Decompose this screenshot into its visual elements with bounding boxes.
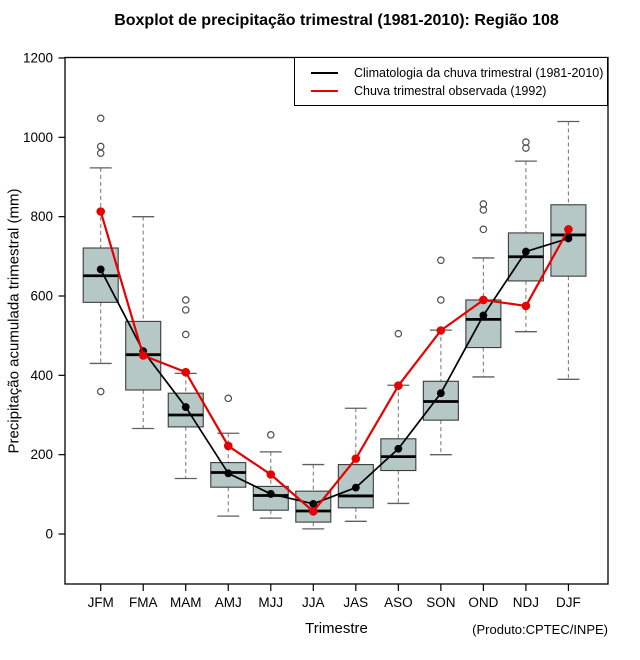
series-point bbox=[224, 469, 233, 478]
series-point bbox=[436, 389, 445, 398]
x-tick-label: ASO bbox=[384, 595, 413, 610]
series-point bbox=[309, 507, 318, 516]
x-tick-label: MJJ bbox=[258, 595, 283, 610]
series-point bbox=[351, 454, 361, 463]
y-tick-label: 600 bbox=[30, 289, 53, 304]
plot-frame bbox=[64, 56, 609, 585]
outlier-point bbox=[522, 144, 530, 152]
x-tick-label: SON bbox=[426, 595, 455, 610]
boxplot-OND bbox=[465, 200, 502, 378]
y-tick-label: 1000 bbox=[23, 130, 53, 145]
series-point bbox=[96, 207, 105, 216]
series-point bbox=[522, 247, 530, 256]
legend: Climatologia da chuva trimestral (1981-2… bbox=[294, 57, 608, 106]
climatology-series bbox=[96, 234, 573, 508]
outlier-point bbox=[479, 225, 488, 234]
boxplot-FMA bbox=[125, 216, 162, 430]
boxplot-JAS bbox=[337, 407, 374, 522]
series-point bbox=[394, 444, 403, 453]
iqr-box bbox=[210, 462, 247, 488]
x-tick-label: MAM bbox=[170, 595, 202, 610]
outlier-point bbox=[96, 114, 105, 123]
iqr-box bbox=[380, 438, 417, 472]
boxplot-NDJ bbox=[507, 138, 544, 333]
boxplot-SON bbox=[422, 256, 459, 456]
series-point bbox=[564, 225, 573, 234]
iqr-box bbox=[465, 299, 502, 349]
legend-label: Climatologia da chuva trimestral (1981-2… bbox=[354, 66, 604, 80]
series-point bbox=[436, 326, 446, 335]
outlier-point bbox=[181, 330, 190, 339]
series-point bbox=[223, 441, 233, 451]
outlier-point bbox=[437, 296, 445, 304]
boxplot-ASO bbox=[380, 329, 417, 505]
legend-line-swatch-observed bbox=[311, 90, 338, 92]
x-tick-label: FMA bbox=[129, 595, 158, 610]
series-point bbox=[266, 470, 276, 479]
x-tick-label: JFM bbox=[88, 595, 114, 610]
series-line bbox=[99, 237, 569, 505]
legend-line-swatch-climatology bbox=[311, 72, 338, 74]
legend-item: Climatologia da chuva trimestral (1981-2… bbox=[295, 64, 607, 82]
series-point bbox=[138, 351, 148, 360]
outlier-point bbox=[96, 149, 105, 158]
series-point bbox=[96, 265, 105, 274]
series-point bbox=[479, 295, 488, 305]
credit-text: (Produto:CPTEC/INPE) bbox=[472, 622, 608, 637]
legend-label: Chuva trimestral observada (1992) bbox=[354, 84, 547, 98]
outlier-point bbox=[96, 142, 105, 151]
y-axis-title: Precipitação acumulada trimestral (mm) bbox=[5, 188, 23, 454]
series-line bbox=[99, 211, 570, 513]
x-tick-label: NDJ bbox=[513, 595, 539, 610]
legend-item: Chuva trimestral observada (1992) bbox=[295, 82, 607, 100]
outlier-point bbox=[96, 387, 105, 396]
y-tick-label: 0 bbox=[45, 527, 53, 542]
observed-series bbox=[96, 207, 573, 516]
outlier-point bbox=[394, 329, 403, 338]
outlier-point bbox=[437, 256, 445, 265]
y-tick-label: 200 bbox=[30, 447, 53, 462]
x-tick-label: OND bbox=[468, 595, 498, 610]
series-point bbox=[394, 381, 403, 390]
boxplot-AMJ bbox=[210, 394, 247, 517]
series-point bbox=[181, 403, 190, 411]
x-axis-title: Trimestre bbox=[305, 620, 368, 637]
x-tick-label: JJA bbox=[302, 595, 325, 610]
y-tick-label: 1200 bbox=[23, 51, 53, 66]
y-tick-label: 400 bbox=[30, 368, 53, 383]
series-point bbox=[521, 301, 531, 311]
boxplot-MAM bbox=[167, 296, 204, 480]
outlier-point bbox=[181, 296, 190, 304]
series-point bbox=[266, 490, 275, 498]
series-point bbox=[479, 311, 488, 320]
series-point bbox=[564, 234, 573, 243]
x-tick-label: AMJ bbox=[215, 595, 242, 610]
outlier-point bbox=[181, 306, 190, 314]
series-point bbox=[309, 499, 318, 508]
outlier-point bbox=[224, 394, 233, 403]
x-tick-label: JAS bbox=[343, 595, 368, 610]
iqr-box bbox=[252, 485, 289, 511]
series-point bbox=[181, 367, 191, 377]
chart-title: Boxplot de precipitação trimestral (1981… bbox=[114, 12, 559, 29]
x-tick-label: DJF bbox=[556, 595, 581, 610]
y-tick-label: 800 bbox=[30, 209, 53, 224]
outlier-point bbox=[479, 206, 488, 214]
outlier-point bbox=[266, 431, 275, 439]
series-point bbox=[351, 483, 360, 492]
